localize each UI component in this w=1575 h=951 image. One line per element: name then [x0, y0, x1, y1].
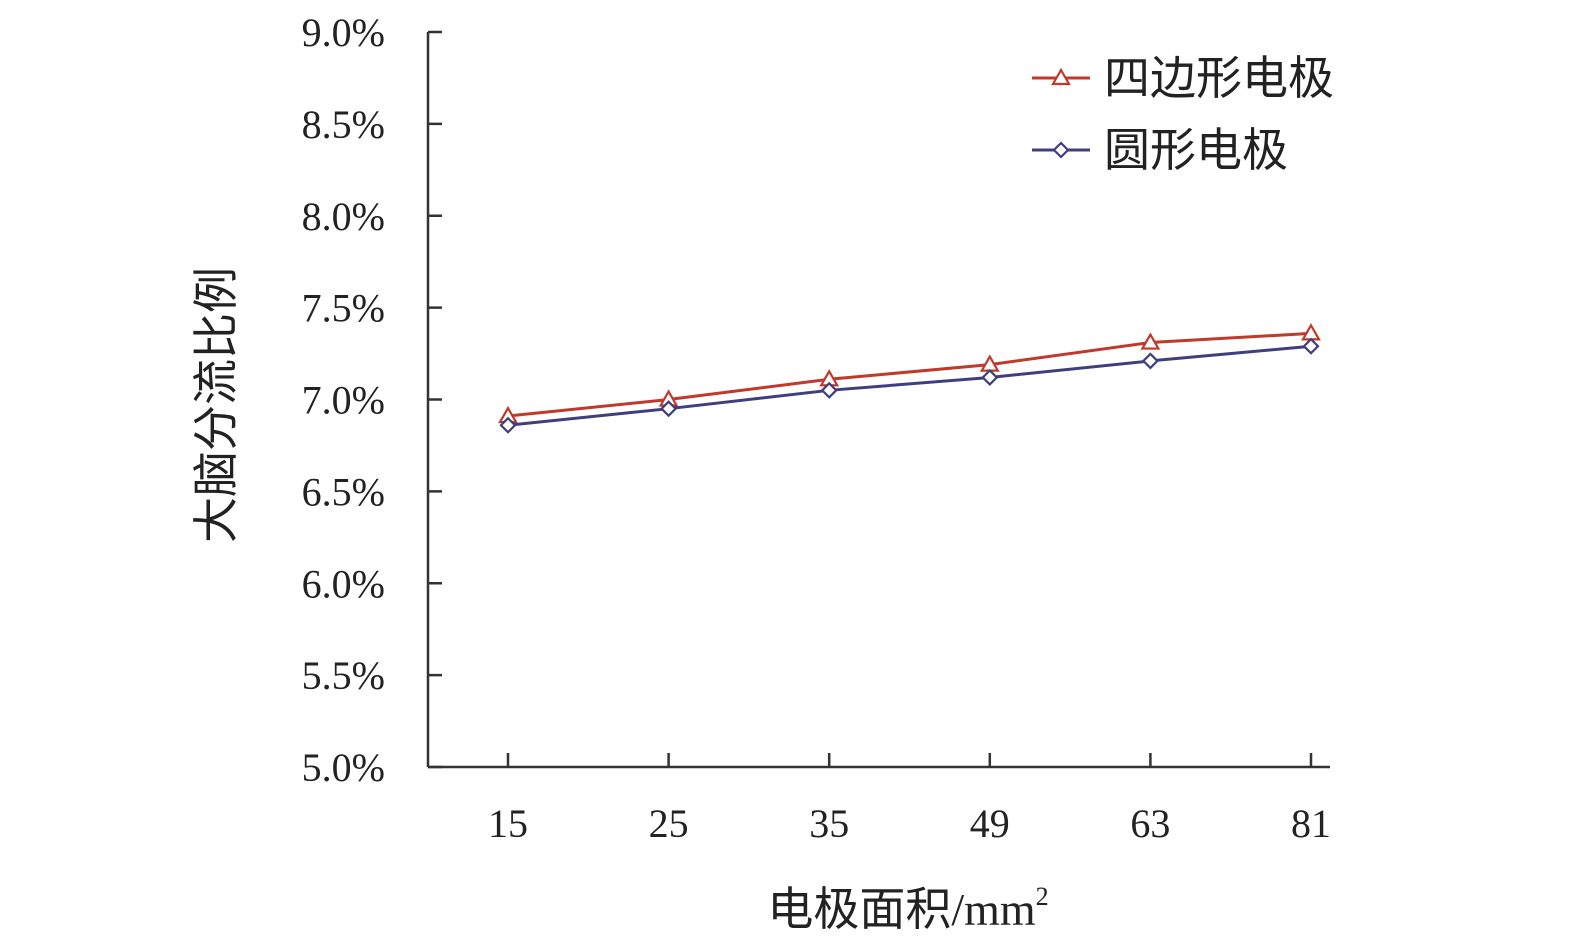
- x-tick-label: 49: [970, 801, 1010, 846]
- y-axis-title: 大脑分流比例: [191, 267, 242, 543]
- y-tick-label: 6.0%: [302, 561, 385, 606]
- y-tick-label: 8.5%: [302, 102, 385, 147]
- y-tick-label: 5.0%: [302, 745, 385, 790]
- y-tick-label: 8.0%: [302, 194, 385, 239]
- y-tick-label: 5.5%: [302, 653, 385, 698]
- data-point: [1140, 332, 1161, 350]
- series-2: [499, 337, 1320, 434]
- data-point: [1141, 352, 1159, 370]
- series-line: [507, 344, 1312, 427]
- x-tick-label: 35: [809, 801, 849, 846]
- x-tick-label: 81: [1291, 801, 1331, 846]
- legend-item: 四边形电极: [1032, 53, 1334, 104]
- x-tick-label: 63: [1130, 801, 1170, 846]
- legend-item: 圆形电极: [1032, 125, 1288, 176]
- data-point: [660, 400, 678, 418]
- series-line: [507, 331, 1312, 418]
- legend-marker: [1051, 67, 1071, 86]
- series-1: [498, 323, 1321, 424]
- series-layer: [498, 323, 1321, 434]
- data-point: [1302, 337, 1320, 355]
- data-point: [981, 368, 999, 387]
- x-axis-title-superscript: 2: [1036, 882, 1049, 911]
- legend-marker: [1052, 141, 1070, 159]
- x-axis-title-main: 电极面积/mm: [767, 884, 1036, 935]
- y-ticks: 5.0% 5.5% 6.0% 6.5% 7.0% 7.5% 8.0% 8.5% 9.0%: [302, 10, 442, 790]
- legend-label: 四边形电极: [1104, 53, 1334, 104]
- x-axis-title: 电极面积/mm2: [767, 882, 1048, 935]
- y-tick-label: 9.0%: [302, 10, 385, 55]
- data-point: [499, 416, 517, 434]
- data-point: [820, 381, 838, 399]
- y-tick-label: 7.5%: [302, 286, 385, 331]
- x-ticks: 15 25 35 49 63 81: [488, 753, 1331, 846]
- y-tick-label: 7.0%: [302, 378, 385, 423]
- y-tick-label: 6.5%: [302, 469, 385, 514]
- legend-label: 圆形电极: [1104, 125, 1288, 176]
- x-tick-label: 25: [649, 801, 689, 846]
- x-tick-label: 15: [488, 801, 528, 846]
